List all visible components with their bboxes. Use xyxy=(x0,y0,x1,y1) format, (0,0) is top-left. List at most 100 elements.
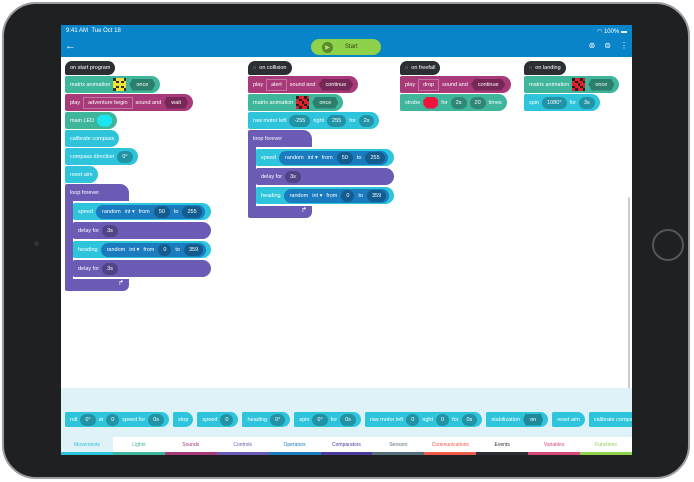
option-dropdown[interactable]: wait xyxy=(164,96,189,109)
motion-block[interactable]: speed random int ▾ from 50 to 255 xyxy=(256,149,395,166)
light-block[interactable]: matrix animation once xyxy=(248,94,344,111)
value-field[interactable]: 0° xyxy=(312,413,328,426)
light-block[interactable]: main LED xyxy=(65,112,118,129)
sound-select[interactable]: alert xyxy=(266,78,287,91)
loop-header[interactable]: loop forever xyxy=(65,184,129,201)
light-block[interactable]: strobe for 2s 20 times xyxy=(400,94,507,111)
program-canvas[interactable]: on start program matrix animation once play… xyxy=(61,57,632,412)
color-swatch[interactable] xyxy=(423,96,439,109)
random-operator-block[interactable]: random int ▾ from 0 to 359 xyxy=(100,242,207,257)
tab-controls[interactable]: Controls xyxy=(216,437,269,455)
value-field[interactable]: 255 xyxy=(327,114,347,127)
random-operator-block[interactable]: random int ▾ from 50 to 255 xyxy=(96,204,205,219)
sound-select[interactable]: adventure begin xyxy=(83,96,133,109)
value-field[interactable]: 0° xyxy=(270,413,286,426)
motion-block[interactable]: speed random int ▾ from 50 to 255 xyxy=(73,203,212,220)
motion-block[interactable]: heading random int ▾ from 0 to 359 xyxy=(73,241,212,258)
value-field[interactable]: 0 xyxy=(341,189,355,202)
option-dropdown[interactable]: continue xyxy=(318,78,354,91)
palette-block[interactable]: stop xyxy=(173,412,194,427)
loop-header[interactable]: loop forever xyxy=(248,130,312,147)
tab-movements[interactable]: Movements xyxy=(61,437,113,455)
light-block[interactable]: matrix animation once xyxy=(524,76,620,93)
start-button[interactable]: ▶ Start xyxy=(311,39,381,55)
tab-events[interactable]: Events xyxy=(476,437,529,455)
random-operator-block[interactable]: random int ▾ from 0 to 359 xyxy=(283,188,390,203)
palette-block[interactable]: reset aim xyxy=(552,412,585,427)
value-field[interactable]: 359 xyxy=(367,189,387,202)
palette-block[interactable]: roll 0° at 0 speed for 0s xyxy=(65,412,170,427)
tab-lights[interactable]: Lights xyxy=(112,437,165,455)
canvas-scrollbar[interactable] xyxy=(628,197,630,407)
value-field[interactable]: 0s xyxy=(148,413,165,426)
motion-block[interactable]: reset aim xyxy=(65,166,98,183)
motion-block[interactable]: spin 1080° for 3s xyxy=(524,94,600,111)
loop-forever-block[interactable]: loop forever speed random int ▾ from 50 to 255 d… xyxy=(65,184,212,291)
tab-functions[interactable]: Functions xyxy=(580,437,632,455)
sound-block[interactable]: play drop sound and continue xyxy=(400,76,511,93)
value-field[interactable]: 20 xyxy=(469,96,486,109)
motion-block[interactable]: raw motor left -255 right 255 for 2s xyxy=(248,112,380,129)
script-on-freefall[interactable]: ◌ on freefall play drop sound and continue str… xyxy=(400,61,511,111)
connect-robot-icon[interactable]: ⊛ xyxy=(588,41,596,50)
sound-select[interactable]: drop xyxy=(418,78,440,91)
value-field[interactable]: 3s xyxy=(102,262,118,275)
palette-block[interactable]: spin 0° for 0s xyxy=(294,412,361,427)
value-field[interactable]: 0° xyxy=(80,413,96,426)
value-field[interactable]: 0s xyxy=(461,413,478,426)
option-dropdown[interactable]: on xyxy=(523,413,544,426)
control-block[interactable]: delay for 3s xyxy=(73,260,212,277)
tab-comparators[interactable]: Comparators xyxy=(320,437,373,455)
script-on-landing[interactable]: ◌ on landing matrix animation once spin 1080°… xyxy=(524,61,620,111)
control-block[interactable]: delay for 3s xyxy=(73,222,212,239)
more-menu-icon[interactable]: ⋮ xyxy=(620,41,628,50)
tab-sounds[interactable]: Sounds xyxy=(164,437,217,455)
script-on-start[interactable]: on start program matrix animation once play… xyxy=(65,61,212,291)
value-field[interactable]: 0 xyxy=(406,413,420,426)
value-field[interactable]: 0 xyxy=(106,413,120,426)
value-field[interactable]: 255 xyxy=(365,151,385,164)
color-swatch[interactable] xyxy=(97,114,113,127)
value-field[interactable]: 3s xyxy=(285,170,301,183)
value-field[interactable]: -255 xyxy=(289,114,311,127)
motion-block[interactable]: heading random int ▾ from 0 to 359 xyxy=(256,187,395,204)
value-field[interactable]: 0 xyxy=(158,243,172,256)
value-field[interactable]: 0 xyxy=(220,413,234,426)
sensor-icon[interactable]: ⊜ xyxy=(604,41,611,50)
palette-block[interactable]: speed 0 xyxy=(197,412,239,427)
value-field[interactable]: 2s xyxy=(450,96,467,109)
script-on-collision[interactable]: ◌ on collision play alert sound and continue m… xyxy=(248,61,395,218)
value-field[interactable]: 0 xyxy=(436,413,450,426)
value-field[interactable]: 3s xyxy=(102,224,118,237)
tab-communications[interactable]: Communications xyxy=(424,437,477,455)
back-arrow-icon[interactable]: ← xyxy=(65,40,76,52)
palette-block[interactable]: stabilization on xyxy=(486,412,549,427)
value-field[interactable]: 50 xyxy=(336,151,353,164)
option-dropdown[interactable]: once xyxy=(312,96,339,109)
palette-block[interactable]: heading 0° xyxy=(242,412,291,427)
motion-block[interactable]: calibrate compass xyxy=(65,130,120,147)
motion-block[interactable]: compass direction 0° xyxy=(65,148,138,165)
random-operator-block[interactable]: random int ▾ from 50 to 255 xyxy=(279,150,388,165)
value-field[interactable]: 255 xyxy=(182,205,202,218)
tab-variables[interactable]: Variables xyxy=(528,437,581,455)
sound-block[interactable]: play alert sound and continue xyxy=(248,76,359,93)
value-field[interactable]: 359 xyxy=(184,243,204,256)
value-field[interactable]: 1080° xyxy=(542,96,567,109)
home-button[interactable] xyxy=(652,229,684,261)
tab-operators[interactable]: Operators xyxy=(268,437,321,455)
light-block[interactable]: matrix animation once xyxy=(65,76,161,93)
palette-block[interactable]: calibrate compass xyxy=(588,412,632,427)
option-dropdown[interactable]: once xyxy=(588,78,615,91)
loop-forever-block[interactable]: loop forever speed random int ▾ from 50 to 255 d… xyxy=(248,130,395,218)
palette-block[interactable]: raw motor left 0 right 0 for 0s xyxy=(364,412,483,427)
option-dropdown[interactable]: continue xyxy=(470,78,506,91)
value-field[interactable]: 3s xyxy=(578,96,595,109)
option-dropdown[interactable]: once xyxy=(129,78,156,91)
value-field[interactable]: 50 xyxy=(153,205,170,218)
sound-block[interactable]: play adventure begin sound and wait xyxy=(65,94,194,111)
value-field[interactable]: 0s xyxy=(340,413,356,426)
value-field[interactable]: 2s xyxy=(358,114,375,127)
control-block[interactable]: delay for 3s xyxy=(256,168,395,185)
value-field[interactable]: 0° xyxy=(117,150,133,163)
